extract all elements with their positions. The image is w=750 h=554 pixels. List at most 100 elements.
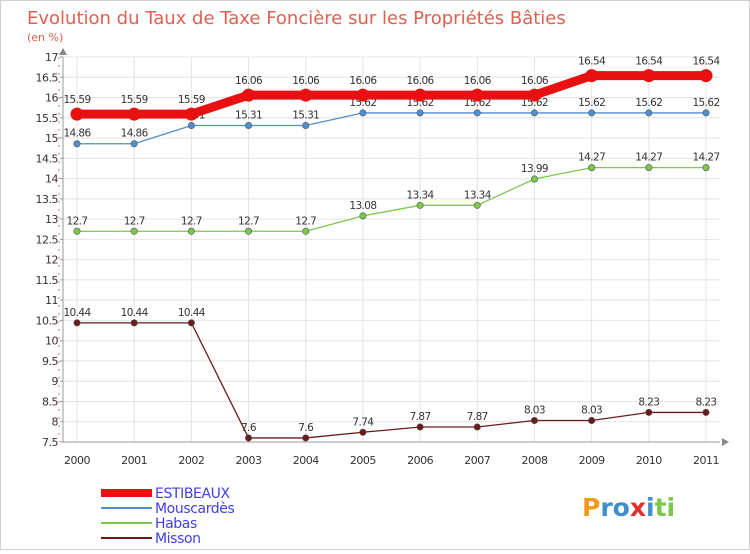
data-label: 12.7 [238,215,259,227]
data-point [302,227,310,235]
series-line [72,71,711,119]
data-point [473,201,481,209]
data-label: 12.7 [124,215,145,227]
data-point [184,107,198,121]
y-tick-label: 12 [45,254,58,267]
grid-lines [63,56,720,443]
data-label: 15.62 [464,97,491,109]
data-label: 16.06 [235,75,263,87]
data-label: 16.06 [407,75,435,87]
data-point [588,109,596,117]
data-label: 15.62 [521,97,548,109]
y-tick-label: 14 [45,173,58,186]
y-tick-label: 16 [45,92,58,105]
proxiti-logo: Proxiti [582,493,675,522]
data-point [530,175,538,183]
data-point [359,212,367,220]
data-point [245,121,253,129]
data-label: 16.06 [521,75,549,87]
x-axis-arrow [722,438,729,446]
data-point [245,434,253,442]
y-tick-label: 17 [45,51,58,64]
x-tick-label: 2000 [64,454,90,467]
data-point [73,227,81,235]
legend-label: Mouscardès [155,501,234,517]
x-tick-label: 2009 [579,454,605,467]
data-point [527,88,541,102]
x-tick-label: 2005 [350,454,376,467]
y-tick-label: 15.5 [36,112,59,125]
data-point [127,107,141,121]
data-label: 12.7 [295,215,316,227]
series-estibeaux: 15.59 15.59 15.59 16.06 16.06 16.06 16.06 16.06… [63,56,721,121]
data-label: 16.06 [349,75,377,87]
data-point [702,408,710,416]
series-mouscard-s: 14.8614.8615.3115.3115.3115.6215.6215.62… [63,97,720,148]
data-point [130,319,138,327]
data-point [645,109,653,117]
data-point [302,434,310,442]
data-label: 15.59 [121,94,148,106]
data-point [585,69,599,83]
data-label: 15.59 [63,94,90,106]
data-label: 15.62 [407,97,434,109]
data-label: 14.86 [63,128,91,140]
data-label: 12.7 [181,215,202,227]
data-point [356,88,370,102]
data-point [588,417,596,425]
x-tick-label: 2004 [293,454,319,467]
data-label: 7.87 [410,411,431,423]
series-habas: 12.7 12.7 12.7 12.7 12.7 13.08 13.34 13.34 13.99… [67,152,720,235]
y-tick-label: 9.5 [42,355,58,368]
x-tick-label: 2002 [178,454,204,467]
data-label: 15.62 [578,97,605,109]
x-tick-label: 2008 [521,454,547,467]
data-label: 8.03 [524,405,545,417]
legend-label: Habas [155,516,197,532]
data-label: 8.23 [696,396,717,408]
x-tick-label: 2011 [693,454,719,467]
data-point [416,423,424,431]
data-point [299,88,313,102]
data-point [245,227,253,235]
series-misson: 10.44 10.44 10.44 7.6 7.6 7.74 7.87 7.87 8.03 8.0… [63,307,717,442]
data-label: 13.34 [464,189,492,201]
data-label: 7.6 [298,422,314,434]
data-label: 16.06 [464,75,492,87]
data-point [473,109,481,117]
data-label: 15.31 [292,109,319,121]
data-point [73,140,81,148]
y-tick-label: 11 [45,294,58,307]
y-tick-label: 12.5 [36,233,59,246]
legend-label: Misson [155,531,201,547]
data-label: 15.62 [692,97,719,109]
chart-title: Evolution du Taux de Taxe Foncière sur l… [27,8,566,29]
data-label: 15.59 [178,94,205,106]
data-label: 14.86 [121,128,149,140]
data-point [588,164,596,172]
data-point [470,88,484,102]
y-tick-label: 13.5 [36,193,59,206]
data-point [699,69,713,83]
data-point [302,121,310,129]
data-point [187,121,195,129]
data-point [530,109,538,117]
data-label: 8.23 [638,396,659,408]
data-point [187,227,195,235]
data-label: 16.54 [578,56,606,68]
data-point [359,109,367,117]
data-point [416,109,424,117]
data-point [242,88,256,102]
data-label: 14.27 [578,152,605,164]
axes: 7.5 8 8.5 9 9.5 10 10.5 11 11.5 12 12.5 13 13.5 14 14.… [36,48,729,467]
data-label: 8.03 [581,405,602,417]
data-label: 7.74 [352,416,374,428]
y-tick-label: 10.5 [36,314,59,327]
data-point [645,164,653,172]
data-label: 16.06 [292,75,320,87]
data-point [413,88,427,102]
x-tick-label: 2010 [636,454,662,467]
x-tick-label: 2003 [236,454,262,467]
x-tick-label: 2001 [121,454,147,467]
